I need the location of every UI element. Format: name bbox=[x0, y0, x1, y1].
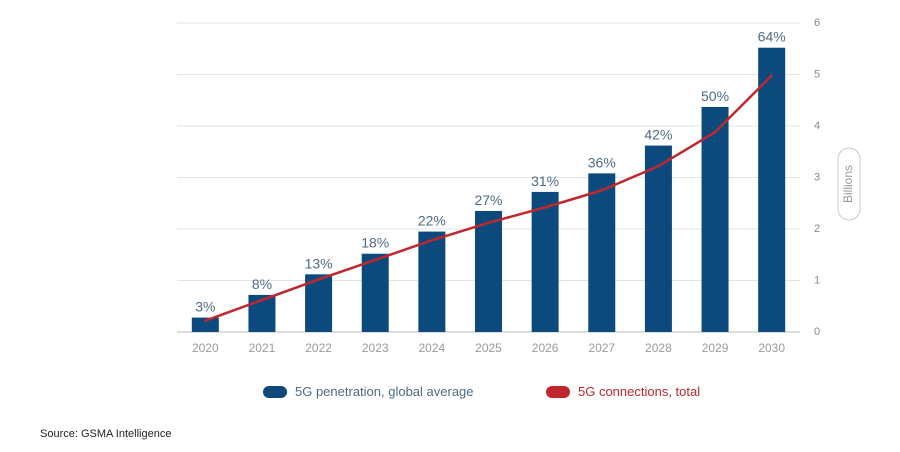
bar-label-2028: 42% bbox=[644, 127, 672, 143]
bar-label-2030: 64% bbox=[758, 29, 786, 45]
y-tick-label: 3 bbox=[814, 171, 820, 183]
bar-label-2023: 18% bbox=[361, 235, 389, 251]
legend-item-penetration: 5G penetration, global average bbox=[263, 384, 474, 399]
y-tick-label: 5 bbox=[814, 68, 820, 80]
bar-2030 bbox=[758, 48, 785, 332]
x-tick-label-2027: 2027 bbox=[588, 341, 615, 355]
legend-swatch-line bbox=[546, 386, 570, 398]
x-tick-label-2029: 2029 bbox=[702, 341, 729, 355]
bars bbox=[192, 48, 785, 332]
x-tick-label-2026: 2026 bbox=[532, 341, 559, 355]
legend: 5G penetration, global average 5G connec… bbox=[0, 384, 900, 404]
x-tick-label-2021: 2021 bbox=[249, 341, 276, 355]
bar-label-2020: 3% bbox=[195, 299, 215, 315]
y-axis-label: Billions bbox=[841, 165, 855, 203]
bar-2028 bbox=[645, 146, 672, 332]
y-tick-label: 4 bbox=[814, 120, 820, 132]
x-tick-label-2022: 2022 bbox=[305, 341, 332, 355]
x-tick-label-2030: 2030 bbox=[758, 341, 785, 355]
x-tick-labels: 2020 2021 2022 2023 2024 2025 2026 2027 2028 2029… bbox=[192, 341, 785, 355]
legend-swatch-bar bbox=[263, 386, 287, 398]
bar-label-2026: 31% bbox=[531, 173, 559, 189]
bar-label-2024: 22% bbox=[418, 213, 446, 229]
bar-label-2029: 50% bbox=[701, 88, 729, 104]
x-tick-label-2024: 2024 bbox=[419, 341, 446, 355]
bar-label-2027: 36% bbox=[588, 154, 616, 170]
legend-label-connections: 5G connections, total bbox=[578, 384, 700, 399]
bar-2023 bbox=[362, 254, 389, 332]
x-tick-label-2023: 2023 bbox=[362, 341, 389, 355]
y-axis-label-badge: Billions bbox=[838, 148, 860, 220]
bar-2027 bbox=[588, 173, 615, 332]
chart: 3% 8% 13% 18% 22% 27% 31% 36% 42% 50% 64% 2020 2021… bbox=[0, 0, 900, 380]
x-tick-label-2028: 2028 bbox=[645, 341, 672, 355]
bar-2029 bbox=[702, 107, 729, 332]
bar-label-2021: 8% bbox=[252, 276, 272, 292]
x-tick-label-2025: 2025 bbox=[475, 341, 502, 355]
bar-label-2022: 13% bbox=[305, 255, 333, 271]
y-tick-label: 0 bbox=[814, 326, 820, 338]
y-tick-labels: 0 1 2 3 4 5 6 bbox=[814, 17, 820, 338]
y-tick-label: 6 bbox=[814, 17, 820, 29]
source-note: Source: GSMA Intelligence bbox=[40, 428, 171, 440]
bar-label-2025: 27% bbox=[474, 192, 502, 208]
bar-2026 bbox=[532, 192, 559, 332]
legend-item-connections: 5G connections, total bbox=[546, 384, 700, 399]
bar-2025 bbox=[475, 211, 502, 332]
y-tick-label: 2 bbox=[814, 223, 820, 235]
legend-label-penetration: 5G penetration, global average bbox=[295, 384, 474, 399]
bar-2024 bbox=[418, 232, 445, 332]
x-tick-label-2020: 2020 bbox=[192, 341, 219, 355]
y-tick-label: 1 bbox=[814, 274, 820, 286]
